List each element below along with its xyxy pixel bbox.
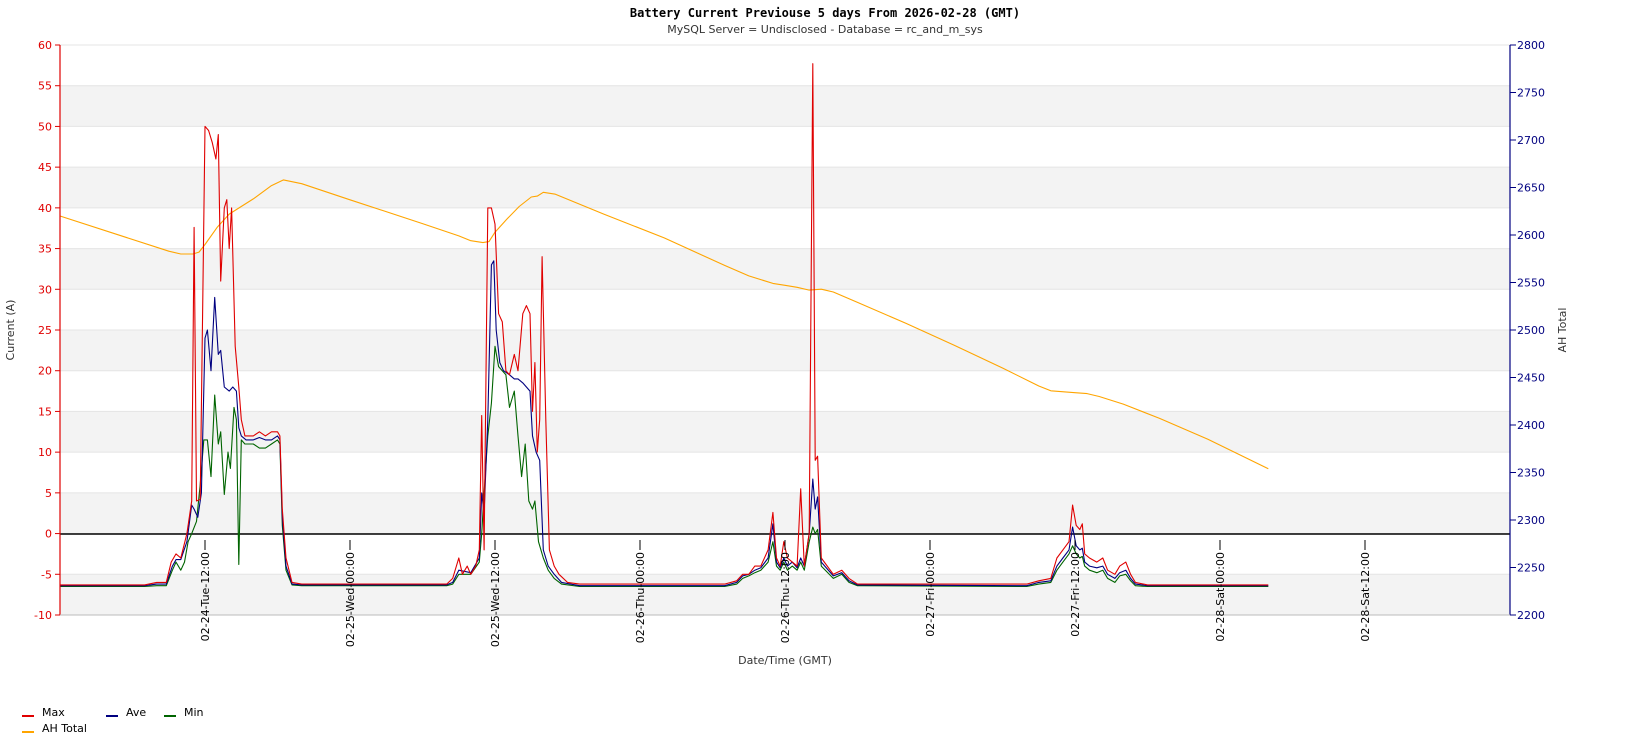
- left-tick-label: 5: [45, 487, 52, 500]
- x-tick-label: 02-25-Wed-12:00: [489, 552, 502, 647]
- right-tick-label: 2500: [1517, 324, 1545, 337]
- series-line-ave: [60, 260, 1269, 587]
- left-tick-label: 55: [38, 80, 52, 93]
- right-tick-label: 2600: [1517, 229, 1545, 242]
- grid-band: [60, 167, 1510, 208]
- x-axis-ticks: 02-24-Tue-12:00 02-25-Wed-00:00 02-25-Wed-…: [199, 540, 1372, 647]
- legend-label-ave: Ave: [126, 706, 146, 719]
- right-tick-label: 2200: [1517, 609, 1545, 622]
- x-tick-label: 02-25-Wed-00:00: [344, 552, 357, 647]
- chart-title: Battery Current Previouse 5 days From 20…: [630, 6, 1020, 20]
- left-tick-label: 25: [38, 324, 52, 337]
- grid-band: [60, 574, 1510, 615]
- x-tick-label: 02-27-Fri-00:00: [924, 552, 937, 637]
- legend-label-max: Max: [42, 706, 65, 719]
- series-line-min: [60, 345, 1269, 588]
- left-tick-label: 20: [38, 365, 52, 378]
- right-tick-label: 2450: [1517, 372, 1545, 385]
- left-tick-label: 0: [45, 528, 52, 541]
- right-tick-label: 2750: [1517, 87, 1545, 100]
- x-tick-label: 02-26-Thu-00:00: [634, 552, 647, 643]
- legend: Max Ave Min AH Total: [22, 706, 204, 735]
- left-tick-label: 10: [38, 446, 52, 459]
- grid-band: [60, 411, 1510, 453]
- right-axis-ticks: 2200 2250 2300 2350 2400 2450 2500 2550 2600 2650…: [1510, 39, 1545, 622]
- left-tick-label: 50: [38, 120, 52, 133]
- left-tick-label: -10: [34, 609, 52, 622]
- right-tick-label: 2650: [1517, 182, 1545, 195]
- right-tick-label: 2400: [1517, 419, 1545, 432]
- right-tick-label: 2300: [1517, 514, 1545, 527]
- left-axis-label: Current (A): [4, 300, 17, 361]
- x-tick-label: 02-26-Thu-12:00: [779, 552, 792, 643]
- left-tick-label: 60: [38, 39, 52, 52]
- right-tick-label: 2350: [1517, 467, 1545, 480]
- right-tick-label: 2700: [1517, 134, 1545, 147]
- chart-subtitle: MySQL Server = Undisclosed - Database = …: [667, 23, 983, 36]
- legend-label-ah-total: AH Total: [42, 722, 87, 735]
- grid-lines: [60, 44, 1510, 616]
- x-tick-label: 02-24-Tue-12:00: [199, 552, 212, 641]
- x-axis-label: Date/Time (GMT): [738, 654, 832, 667]
- grid-band: [60, 85, 1510, 127]
- x-tick-label: 02-28-Sat-12:00: [1359, 552, 1372, 642]
- left-tick-label: -5: [41, 568, 52, 581]
- left-axis-ticks: -10 -5 0 5 10 15 20 25 30 35 40 45 50 55 60: [34, 39, 60, 622]
- left-tick-label: 45: [38, 161, 52, 174]
- grid-bands: [60, 85, 1510, 615]
- grid-band: [60, 248, 1510, 290]
- legend-item-ah-total: AH Total: [22, 722, 87, 735]
- legend-item-max: Max: [22, 706, 65, 719]
- left-tick-label: 30: [38, 283, 52, 296]
- left-tick-label: 40: [38, 202, 52, 215]
- series-line-max: [60, 63, 1269, 586]
- right-axis-label: AH Total: [1556, 308, 1569, 353]
- left-tick-label: 35: [38, 243, 52, 256]
- left-tick-label: 15: [38, 405, 52, 418]
- legend-item-min: Min: [164, 706, 204, 719]
- x-tick-label: 02-27-Fri-12:00: [1069, 552, 1082, 637]
- grid-band: [60, 330, 1510, 371]
- legend-label-min: Min: [184, 706, 204, 719]
- legend-item-ave: Ave: [106, 706, 146, 719]
- series-line-ah-total: [59, 179, 1269, 470]
- right-tick-label: 2800: [1517, 39, 1545, 52]
- grid-band: [60, 492, 1510, 534]
- right-tick-label: 2550: [1517, 277, 1545, 290]
- series-layer: [59, 63, 1269, 588]
- x-tick-label: 02-28-Sat-00:00: [1214, 552, 1227, 642]
- right-tick-label: 2250: [1517, 562, 1545, 575]
